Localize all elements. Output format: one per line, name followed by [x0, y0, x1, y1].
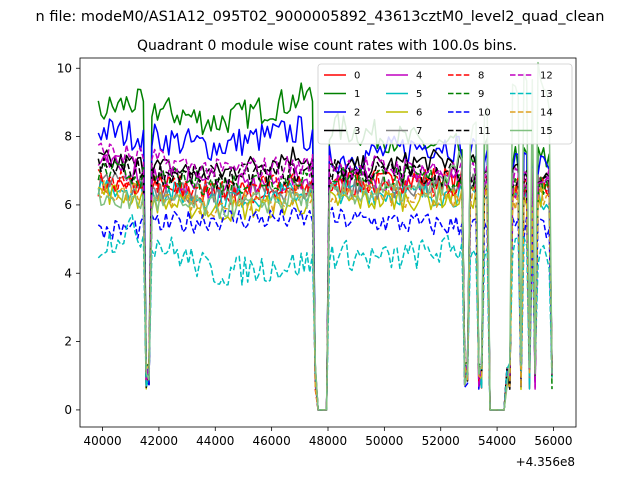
x-tick-label: 50000: [365, 434, 403, 448]
legend-label-3: 3: [354, 126, 360, 137]
x-offset-text: +4.356e8: [516, 455, 575, 469]
x-tick-label: 40000: [83, 434, 121, 448]
y-tick-label: 10: [57, 61, 72, 75]
legend-label-1: 1: [354, 89, 360, 100]
x-tick-label: 42000: [140, 434, 178, 448]
legend-box: [317, 63, 573, 145]
x-tick-label: 44000: [196, 434, 234, 448]
y-tick-label: 8: [64, 130, 72, 144]
plot-area: [97, 61, 553, 411]
legend-label-10: 10: [478, 108, 491, 119]
legend-label-0: 0: [354, 71, 360, 82]
axes: 40000 42000 44000 46000 48000 50000 52000 54000…: [57, 57, 577, 448]
legend-label-13: 13: [540, 89, 553, 100]
legend-label-12: 12: [540, 71, 553, 82]
y-tick-label: 4: [64, 266, 72, 280]
x-tick-label: 54000: [478, 434, 516, 448]
x-tick-label: 52000: [422, 434, 460, 448]
legend-label-8: 8: [478, 71, 484, 82]
series-line-13: [97, 214, 553, 411]
y-tick-label: 6: [64, 198, 72, 212]
legend-label-9: 9: [478, 89, 484, 100]
legend-label-11: 11: [478, 126, 491, 137]
chart-title: Quadrant 0 module wise count rates with …: [137, 38, 517, 54]
file-title: n file: modeM0/AS1A12_095T02_9000005892_…: [36, 9, 605, 25]
y-tick-label: 0: [64, 403, 72, 417]
legend-label-7: 7: [416, 126, 422, 137]
y-tick-label: 2: [64, 335, 72, 349]
series-line-15: [97, 61, 553, 411]
x-tick-label: 48000: [309, 434, 347, 448]
legend-label-2: 2: [354, 108, 360, 119]
x-tick-label: 46000: [253, 434, 291, 448]
legend-label-14: 14: [540, 108, 553, 119]
legend-label-6: 6: [416, 108, 422, 119]
legend-label-4: 4: [416, 71, 422, 82]
legend-label-5: 5: [416, 89, 422, 100]
x-tick-label: 56000: [534, 434, 572, 448]
legend-label-15: 15: [540, 126, 553, 137]
